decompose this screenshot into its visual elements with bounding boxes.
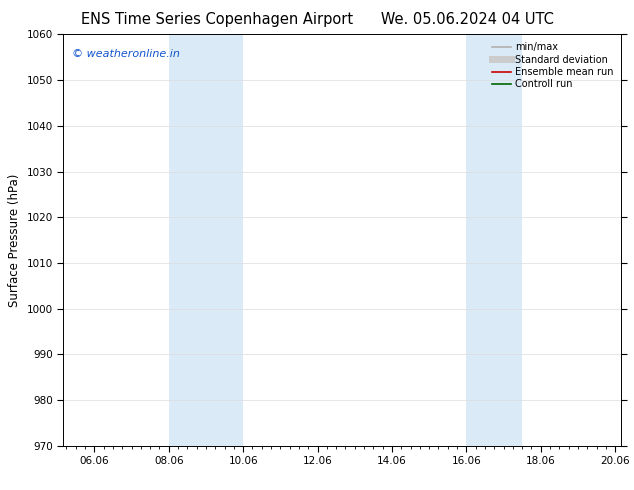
Bar xyxy=(169,34,243,446)
Text: © weatheronline.in: © weatheronline.in xyxy=(72,49,179,59)
Text: ENS Time Series Copenhagen Airport      We. 05.06.2024 04 UTC: ENS Time Series Copenhagen Airport We. 0… xyxy=(81,12,553,27)
Y-axis label: Surface Pressure (hPa): Surface Pressure (hPa) xyxy=(8,173,21,307)
Legend: min/max, Standard deviation, Ensemble mean run, Controll run: min/max, Standard deviation, Ensemble me… xyxy=(489,39,616,92)
Bar xyxy=(467,34,522,446)
